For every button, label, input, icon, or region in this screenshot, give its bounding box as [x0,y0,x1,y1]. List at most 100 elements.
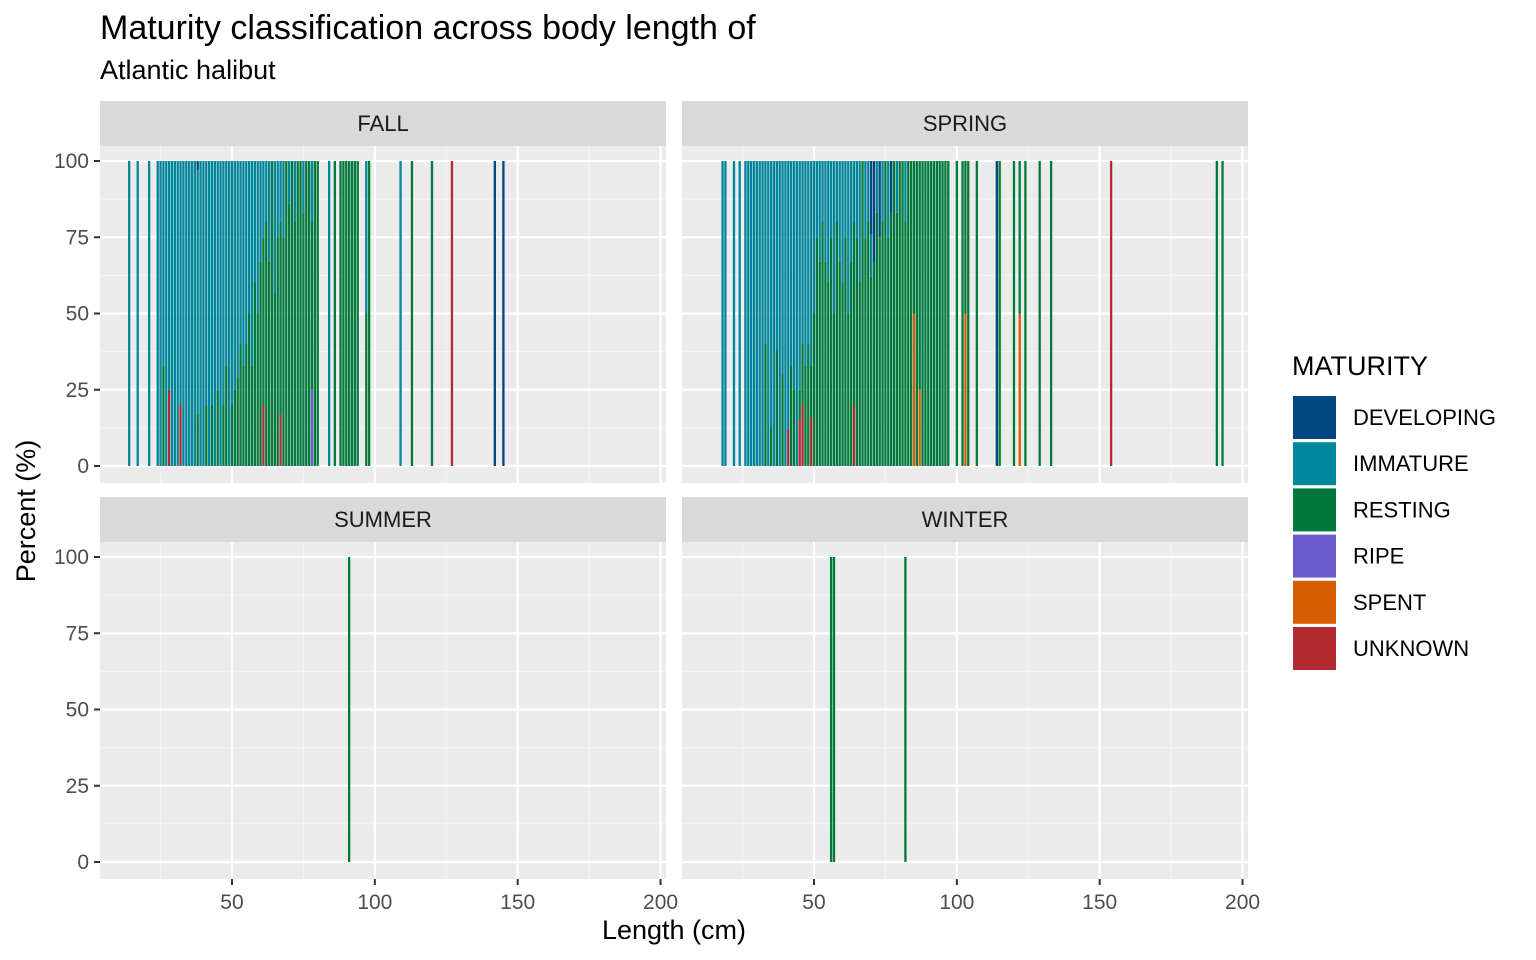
bar-segment [927,161,930,466]
bar-segment [724,161,727,466]
legend-key-immature [1293,442,1336,486]
bar-segment [852,405,856,466]
bar-segment [287,203,291,466]
y-tick-label: 75 [66,622,89,645]
bar-segment [809,417,813,466]
bar-segment [858,161,861,283]
bar-segment [775,350,778,466]
bar-segment [276,237,279,466]
bar-segment [347,161,351,466]
bar-segment [282,161,285,238]
bar-segment [259,161,262,262]
bar-segment [210,161,214,405]
bar-segment [875,212,878,466]
bar-segment [864,161,867,238]
bar-segment [216,161,219,390]
bar-segment [1221,161,1224,466]
bar-segment [904,222,907,466]
bar-segment [889,212,893,466]
bar-segment [307,161,311,466]
bar-segment [242,161,245,366]
bar-segment [1049,161,1053,466]
bar-segment [365,313,368,466]
bar-segment [929,161,933,466]
x-tick-label: 150 [1082,891,1117,914]
bar-segment [262,405,265,466]
bar-segment [792,389,796,466]
bar-segment [898,161,901,466]
bar-segment [775,161,778,351]
facet-strip-label: SPRING [923,111,1007,136]
y-tick-label: 50 [66,699,89,722]
bar-segment [353,161,356,466]
bar-segment [835,161,838,222]
bar-segment [173,161,176,466]
bar-segment [935,161,938,466]
bar-segment [222,161,225,405]
bar-segment [872,161,876,262]
bar-segment [253,283,256,466]
facet-panel-fall: FALL 0 25 50 75 100 [54,101,666,483]
y-tick-label: 0 [77,455,89,478]
bar-segment [824,161,827,262]
bar-segment [250,161,254,366]
bar-segment [875,161,878,213]
bar-segment [761,161,764,466]
bar-segment [242,365,245,466]
bar-segment [844,237,847,466]
bar-segment [769,161,773,427]
bar-segment [881,161,884,222]
bar-segment [964,313,967,466]
bar-segment [256,313,259,466]
bar-segment [210,405,214,466]
legend-label-immature: IMMATURE [1353,451,1469,476]
bar-segment [824,261,827,466]
bar-segment [798,161,801,390]
bar-segment [804,161,807,366]
bar-segment [222,405,225,466]
bar-segment [285,161,288,466]
bar-segment [912,161,916,314]
bar-segment [772,161,776,466]
bar-segment [809,161,813,366]
bar-segment [881,222,884,466]
bar-segment [136,161,139,466]
bar-segment [165,161,168,466]
bar-segment [732,161,736,466]
bar-segment [804,365,807,466]
bar-segment [205,405,208,466]
bar-segment [869,276,873,466]
x-tick-label: 100 [357,891,392,914]
facet-panel-spring: SPRING [682,101,1248,483]
bar-segment [778,161,781,466]
bar-segment [769,426,773,466]
bar-segment [502,161,505,466]
legend-label-resting: RESTING [1353,497,1451,522]
bar-segment [1024,161,1027,466]
bar-segment [884,161,887,466]
bar-segment [247,161,251,314]
bar-segment [493,161,496,466]
bar-segment [147,161,151,466]
legend-label-unknown: UNKNOWN [1353,636,1469,661]
bar-segment [858,283,861,466]
bar-segment [844,161,847,238]
bar-segment [236,161,239,378]
bar-segment [918,161,921,390]
bar-segment [818,261,821,466]
bar-segment [781,161,784,375]
bar-segment [967,161,970,466]
bar-segment [807,161,810,344]
bar-segment [915,161,918,466]
bar-segment [947,161,950,466]
bar-segment [239,344,242,466]
bar-segment [310,222,314,390]
bar-segment [975,161,978,466]
bar-segment [293,222,296,466]
facet-strip [100,101,666,146]
bar-segment [225,161,228,366]
bar-segment [245,161,248,344]
bar-segment [225,365,228,466]
bar-segment [924,161,927,466]
bar-segment [812,313,816,466]
